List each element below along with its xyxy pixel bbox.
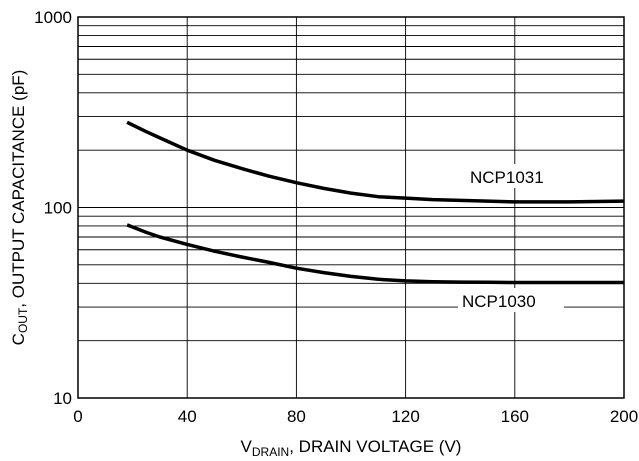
x-tick-label: 160 [501,407,529,426]
series-label-ncp1030: NCP1030 [462,292,536,311]
grid-lines [77,17,625,399]
x-tick-label: 80 [287,407,306,426]
x-axis-title-rest: , DRAIN VOLTAGE (V) [289,437,461,456]
series-line-ncp1031 [126,120,625,204]
y-axis-title-rest: , OUTPUT CAPACITANCE (pF) [9,70,28,308]
series-label-background [458,288,564,312]
x-axis-title-sub: DRAIN [252,445,289,459]
x-tick-label: 40 [178,407,197,426]
x-tick-label: 0 [73,407,82,426]
x-axis-title-main: V [241,437,253,456]
y-tick-label: 100 [44,199,72,218]
y-tick-label: 10 [53,389,72,408]
series-layer: NCP1031 NCP1030 [126,120,625,312]
x-tick-label: 120 [391,407,419,426]
series-line-ncp1030 [126,223,624,285]
y-tick-label: 1000 [34,8,72,27]
x-tick-label: 200 [610,407,638,426]
y-axis-title-sub: OUT [16,307,30,333]
x-axis-title: VDRAIN, DRAIN VOLTAGE (V) [241,437,462,459]
y-axis-title: COUT, OUTPUT CAPACITANCE (pF) [9,70,30,346]
series-label-ncp1031: NCP1031 [470,168,544,187]
plot-frame [77,16,625,399]
y-axis-title-main: C [9,333,28,345]
series-label-background [466,164,564,188]
tick-labels: 0 40 80 120 160 200 10 100 1000 [34,8,638,426]
